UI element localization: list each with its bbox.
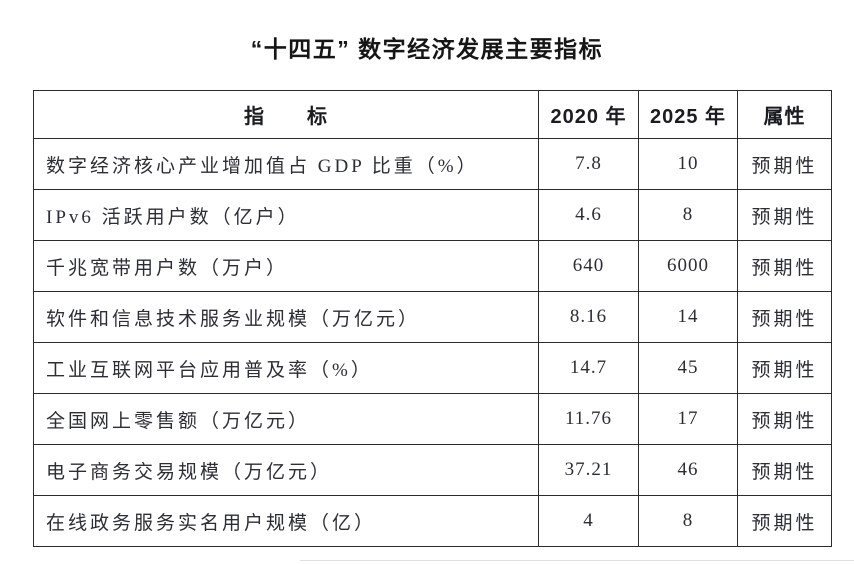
- indicator-cell: 全国网上零售额（万亿元）: [33, 393, 539, 445]
- header-row: 指 标 2020 年 2025 年 属性: [33, 90, 832, 139]
- indicator-table: 指 标 2020 年 2025 年 属性 数字经济核心产业增加值占 GDP 比重…: [33, 90, 832, 547]
- value-2020-cell: 4: [538, 495, 639, 547]
- table-row: 数字经济核心产业增加值占 GDP 比重（%） 7.8 10 预期性: [33, 138, 832, 190]
- value-2020-cell: 7.8: [538, 138, 639, 190]
- value-2020-cell: 11.76: [538, 393, 639, 445]
- value-2020-cell: 4.6: [538, 189, 639, 241]
- table-row: 电子商务交易规模（万亿元） 37.21 46 预期性: [33, 444, 832, 496]
- bottom-divider: [300, 560, 854, 561]
- attribute-cell: 预期性: [737, 138, 832, 190]
- indicator-cell: IPv6 活跃用户数（亿户）: [33, 189, 539, 241]
- value-2025-cell: 6000: [638, 240, 738, 292]
- attribute-cell: 预期性: [737, 189, 832, 241]
- value-2020-cell: 8.16: [538, 291, 639, 343]
- table-row: IPv6 活跃用户数（亿户） 4.6 8 预期性: [33, 189, 832, 241]
- value-2025-cell: 45: [638, 342, 738, 394]
- value-2020-cell: 37.21: [538, 444, 639, 496]
- table-row: 工业互联网平台应用普及率（%） 14.7 45 预期性: [33, 342, 832, 394]
- value-2025-cell: 8: [638, 189, 738, 241]
- table-row: 在线政务服务实名用户规模（亿） 4 8 预期性: [33, 495, 832, 547]
- value-2025-cell: 10: [638, 138, 738, 190]
- indicator-cell: 数字经济核心产业增加值占 GDP 比重（%）: [33, 138, 539, 190]
- value-2025-cell: 17: [638, 393, 738, 445]
- value-2025-cell: 46: [638, 444, 738, 496]
- indicator-cell: 千兆宽带用户数（万户）: [33, 240, 539, 292]
- attribute-cell: 预期性: [737, 342, 832, 394]
- header-2025: 2025 年: [638, 90, 738, 139]
- header-attribute: 属性: [737, 90, 832, 139]
- indicator-cell: 在线政务服务实名用户规模（亿）: [33, 495, 539, 547]
- attribute-cell: 预期性: [737, 240, 832, 292]
- indicator-cell: 软件和信息技术服务业规模（万亿元）: [33, 291, 539, 343]
- table-row: 软件和信息技术服务业规模（万亿元） 8.16 14 预期性: [33, 291, 832, 343]
- page-title: “十四五” 数字经济发展主要指标: [250, 36, 604, 62]
- value-2025-cell: 14: [638, 291, 738, 343]
- indicator-cell: 电子商务交易规模（万亿元）: [33, 444, 539, 496]
- attribute-cell: 预期性: [737, 393, 832, 445]
- value-2020-cell: 640: [538, 240, 639, 292]
- attribute-cell: 预期性: [737, 444, 832, 496]
- indicator-cell: 工业互联网平台应用普及率（%）: [33, 342, 539, 394]
- attribute-cell: 预期性: [737, 495, 832, 547]
- value-2025-cell: 8: [638, 495, 738, 547]
- table-row: 千兆宽带用户数（万户） 640 6000 预期性: [33, 240, 832, 292]
- attribute-cell: 预期性: [737, 291, 832, 343]
- table-row: 全国网上零售额（万亿元） 11.76 17 预期性: [33, 393, 832, 445]
- header-indicator: 指 标: [33, 90, 539, 139]
- header-2020: 2020 年: [538, 90, 639, 139]
- value-2020-cell: 14.7: [538, 342, 639, 394]
